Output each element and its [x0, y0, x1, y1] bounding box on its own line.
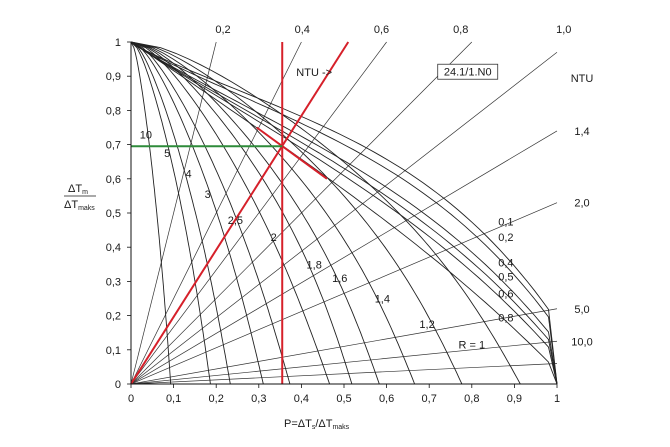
- x-tick-label-6: 0,6: [379, 393, 394, 405]
- ntu-top-label-2: 0,6: [374, 24, 389, 36]
- ntu-ray-7: [130, 308, 558, 385]
- y-tick-label-7: 0,7: [106, 140, 121, 152]
- ntu-ray-1: [130, 41, 302, 385]
- y-tick-label-2: 0,2: [106, 311, 121, 323]
- svg-text:P=ΔTs/ΔTmaks: P=ΔTs/ΔTmaks: [284, 418, 350, 431]
- x-tick-label-1: 0,1: [166, 393, 181, 405]
- y-tick-label-6: 0,6: [106, 174, 121, 186]
- y-tick-label-0: 0: [115, 379, 121, 391]
- y-tick-label-4: 0,4: [106, 242, 121, 254]
- ntu-ray-9: [130, 363, 558, 385]
- r-curve-4: [130, 41, 291, 385]
- red-r: [256, 126, 328, 180]
- r-curve-14: [130, 41, 558, 385]
- x-tick-label-8: 0,8: [464, 393, 479, 405]
- ntu-top-label-3: 0,8: [453, 24, 468, 36]
- y-tick-label-1: 0,1: [106, 345, 121, 357]
- r-label-9: 1,2: [419, 319, 434, 331]
- r-curve-11: [130, 41, 558, 385]
- r-label-11: 0,8: [498, 312, 513, 324]
- r-curve-8: [130, 41, 416, 385]
- ntu-ray-4: [130, 51, 558, 385]
- ntu-top-label-4: 1,0: [556, 24, 571, 36]
- y-tick-label-9: 0,9: [106, 71, 121, 83]
- r-label-15: 0,2: [498, 232, 513, 244]
- y-tick-label-5: 0,5: [106, 208, 121, 220]
- red-ntu: [130, 41, 350, 385]
- x-tick-label-10: 1: [554, 393, 560, 405]
- r-curve-2: [130, 41, 231, 385]
- r-label-5: 2: [271, 232, 277, 244]
- ntu-right-label-3: 10,0: [571, 336, 592, 348]
- r-label-16: 0,1: [498, 217, 513, 229]
- x-tick-label-0: 0: [128, 393, 134, 405]
- r-label-14: 0,4: [498, 258, 513, 270]
- figure-code: 24.1/1.N0: [444, 67, 492, 79]
- ntu-top-label-0: 0,2: [215, 24, 230, 36]
- x-tick-label-7: 0,7: [422, 393, 437, 405]
- r-label-0: 10: [140, 129, 152, 141]
- r-curve-12: [130, 41, 558, 385]
- x-tick-label-2: 0,2: [209, 393, 224, 405]
- ntu-right-label-2: 5,0: [574, 304, 589, 316]
- ntu-top-label-1: 0,4: [295, 24, 310, 36]
- ntu-ray-5: [130, 130, 558, 385]
- ntu-ray-0: [130, 41, 217, 385]
- ntu-right-label-1: 2,0: [574, 198, 589, 210]
- ntu-right-label-0: 1,4: [574, 126, 589, 138]
- r-curve-3: [130, 41, 264, 385]
- chart-labels: 0,2 0,4 0,6 0,8 1,0 1,4 2,0 5,0 10,0 NTU NTU -> 24.…: [140, 24, 594, 352]
- r-label-6: 1,8: [307, 259, 322, 271]
- y-axis-label: ΔTm ΔTmaks: [64, 183, 96, 212]
- svg-text:ΔTm: ΔTm: [68, 183, 88, 196]
- chart-axes: 0 0,1 0,2 0,3 0,4 0,5 0,6 0,7 0,8 0,9 100,10,20,30…: [106, 37, 560, 405]
- r-curve-7: [130, 41, 380, 385]
- r-label-2: 4: [185, 169, 191, 181]
- r-curve-13: [130, 41, 558, 385]
- x-tick-label-3: 0,3: [251, 393, 266, 405]
- r-curve-16: [130, 41, 558, 385]
- r-curve-9: [130, 41, 463, 385]
- y-tick-label-8: 0,8: [106, 105, 121, 117]
- r-label-7: 1,6: [332, 273, 347, 285]
- example-lines: [130, 41, 350, 385]
- r-label-10: R = 1: [458, 340, 485, 352]
- ntu-arrow-label: NTU ->: [296, 67, 332, 79]
- figure-code-box: [437, 63, 499, 80]
- r-label-12: 0,6: [498, 288, 513, 300]
- r-curve-1: [130, 41, 211, 385]
- r-curve-15: [130, 41, 558, 385]
- r-label-1: 5: [164, 148, 170, 160]
- r-curve-5: [130, 41, 331, 385]
- r-label-13: 0,5: [498, 271, 513, 283]
- x-tick-label-4: 0,4: [294, 393, 309, 405]
- ntu-ray-2: [130, 41, 387, 385]
- svg-text:ΔTmaks: ΔTmaks: [64, 199, 95, 212]
- r-label-8: 1,4: [375, 294, 390, 306]
- x-tick-label-5: 0,5: [336, 393, 351, 405]
- y-tick-label-3: 0,3: [106, 276, 121, 288]
- x-axis-label: P=ΔTs/ΔTmaks: [284, 418, 350, 431]
- r-label-3: 3: [205, 189, 211, 201]
- ntu-axis-label: NTU: [571, 73, 594, 85]
- y-tick-label-10: 1: [115, 37, 121, 49]
- chart-curves: [130, 41, 558, 385]
- r-label-4: 2,5: [228, 215, 243, 227]
- ntu-ray-8: [130, 340, 558, 385]
- x-tick-label-9: 0,9: [507, 393, 522, 405]
